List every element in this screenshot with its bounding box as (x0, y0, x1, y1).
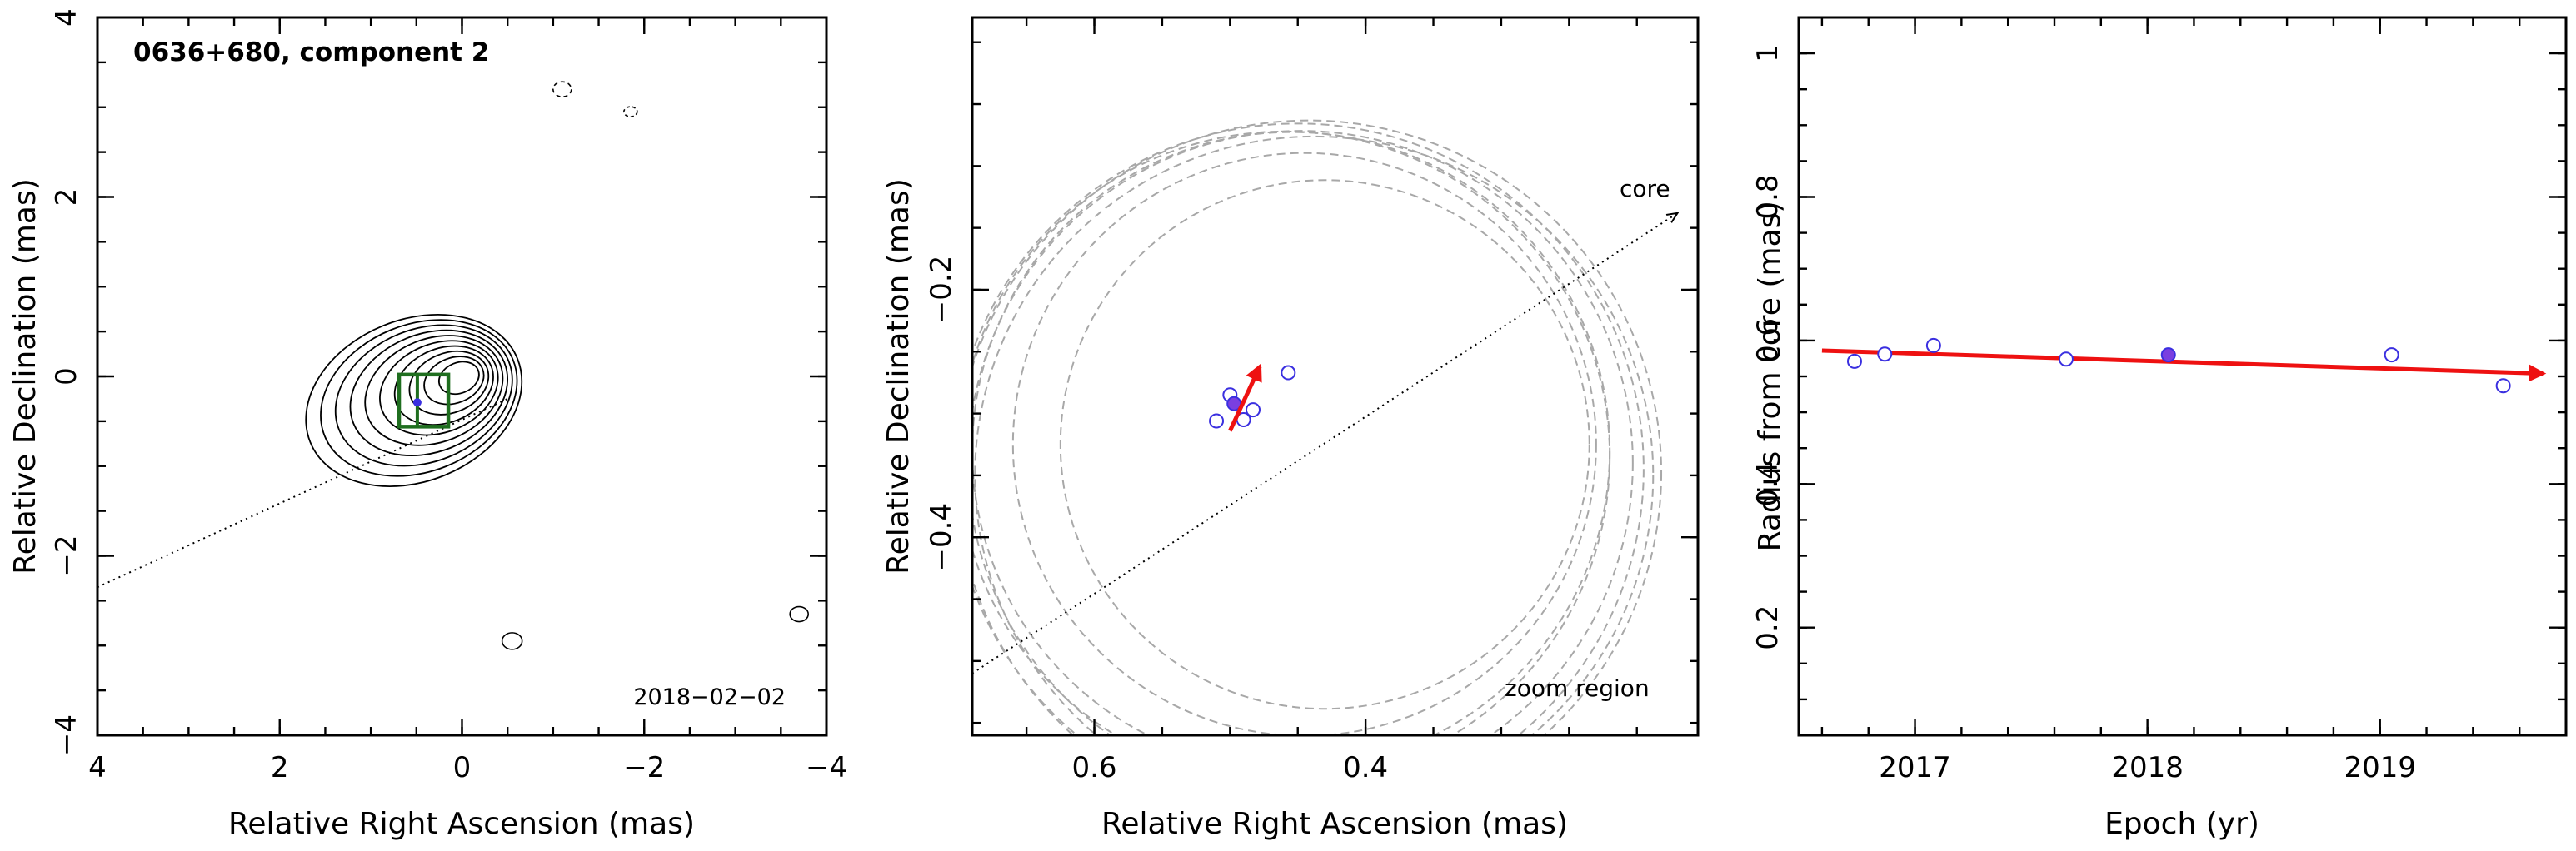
x-tick-label: 0 (453, 751, 472, 784)
beam-circle (1011, 152, 1597, 735)
y-tick-label: 1 (1751, 44, 1785, 62)
component-position (1209, 413, 1225, 429)
plot-frame (971, 16, 1700, 737)
panel2-x-axis-label: Relative Right Ascension (mas) (1101, 807, 1568, 841)
plot-frame (96, 16, 828, 737)
y-tick-label: −4 (50, 714, 83, 756)
current-epoch-radius-point (2160, 347, 2176, 363)
y-tick-label: 0.8 (1751, 174, 1785, 219)
noise-contour (552, 81, 572, 97)
radius-point (2384, 347, 2399, 363)
y-tick-label: 4 (50, 8, 83, 27)
core-direction-line (972, 213, 1678, 674)
component-marker (412, 398, 422, 407)
y-tick-label: 0.6 (1751, 318, 1785, 363)
x-tick-label: 2018 (2111, 751, 2184, 784)
contour-line (408, 350, 490, 416)
noise-contour (623, 106, 638, 117)
x-tick-label: 2019 (2344, 751, 2416, 784)
x-tick-label: −2 (623, 751, 665, 784)
zoom-box (397, 372, 451, 429)
beam-circle (974, 136, 1655, 735)
y-tick-label: 0.4 (1751, 461, 1785, 506)
x-tick-label: −4 (806, 751, 847, 784)
noise-contour (501, 632, 523, 650)
contour-line (423, 356, 485, 406)
radius-point (1877, 346, 1893, 362)
panel1-x-axis-label: Relative Right Ascension (mas) (228, 807, 695, 841)
panel2-y-axis-label: Relative Declination (mas) (881, 178, 916, 575)
contour-panel: 4 2 0 −2 −4 −4 −2 0 2 4 0636+680, component 2 201… (8, 8, 847, 841)
x-tick-label: 4 (88, 751, 107, 784)
contour-line (379, 340, 499, 436)
y-tick-label: −0.2 (925, 256, 958, 325)
x-tick-label: 2 (271, 751, 289, 784)
beam-circle (972, 130, 1634, 735)
panel3-x-axis-label: Epoch (yr) (2104, 807, 2259, 841)
beam-circle (972, 119, 1662, 735)
zoom-panel: 0.6 0.4 −0.2 −0.4 core zoom region Relative… (881, 16, 1700, 841)
contour-line (364, 335, 504, 446)
core-annotation: core (1620, 175, 1670, 202)
radius-point (1925, 337, 1941, 353)
velocity-arrow (1228, 363, 1262, 432)
contour-line (349, 329, 509, 457)
zoom-region-annotation: zoom region (1505, 674, 1650, 702)
component-position (1246, 402, 1261, 418)
contour-line (305, 313, 523, 487)
panel1-title: 0636+680, component 2 (133, 37, 489, 67)
panel1-y-axis-label: Relative Declination (mas) (8, 178, 42, 575)
y-tick-label: 0 (50, 367, 83, 386)
panel1-date-label: 2018−02−02 (633, 684, 786, 710)
plot-frame (1797, 16, 2568, 737)
y-tick-label: −0.4 (925, 503, 958, 572)
y-tick-label: 0.2 (1751, 605, 1785, 650)
noise-contour (789, 605, 809, 623)
contour-line (438, 361, 480, 396)
radius-point (1846, 353, 1862, 369)
x-tick-label: 0.4 (1343, 751, 1388, 784)
radius-panel: 2017 2018 2019 0.2 0.4 0.6 0.8 1 Epoch (yr) Rad… (1751, 16, 2568, 841)
radius-point (2058, 351, 2074, 367)
beam-circle (972, 131, 1611, 735)
panel3-y-axis-label: Radius from core (mas) (1753, 202, 1787, 552)
y-tick-label: −2 (50, 535, 83, 576)
contour-line (320, 319, 518, 477)
beam-circle (972, 130, 1611, 735)
contour-line (334, 324, 513, 467)
component-position (1281, 365, 1296, 381)
beam-circle (972, 122, 1645, 735)
x-tick-label: 0.6 (1071, 751, 1116, 784)
radius-point (2495, 378, 2511, 394)
beam-circle (1059, 179, 1590, 710)
y-tick-label: 2 (50, 188, 83, 207)
radial-motion-fit (1821, 348, 2547, 382)
x-tick-label: 2017 (1879, 751, 1951, 784)
contour-line (393, 345, 494, 426)
